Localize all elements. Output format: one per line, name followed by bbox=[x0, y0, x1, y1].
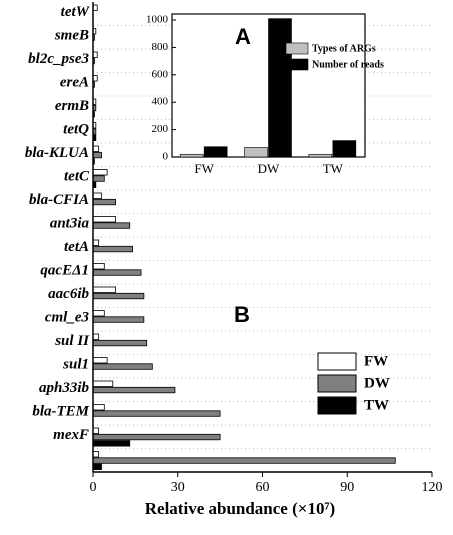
legend-swatch bbox=[317, 396, 357, 415]
bar bbox=[92, 440, 131, 447]
legend-label: Types of ARGs bbox=[312, 43, 376, 54]
bar bbox=[92, 457, 396, 464]
bar bbox=[92, 380, 114, 387]
bar bbox=[92, 404, 105, 411]
legend-swatch bbox=[285, 42, 309, 55]
y-tick-label: 200 bbox=[152, 123, 169, 135]
y-tick-label: bl2c_pse3 bbox=[28, 51, 89, 67]
bar bbox=[92, 175, 105, 182]
y-tick-label: 1000 bbox=[146, 14, 169, 26]
bar bbox=[92, 427, 100, 434]
bar bbox=[92, 316, 145, 323]
y-tick-label: tetQ bbox=[63, 122, 89, 138]
y-tick-label: sul II bbox=[54, 333, 90, 349]
annotation: A bbox=[235, 24, 251, 49]
bar bbox=[92, 386, 176, 394]
bar bbox=[92, 451, 100, 458]
x-tick-label: 30 bbox=[171, 480, 185, 495]
y-tick-label: bla-CFIA bbox=[29, 192, 89, 208]
bar bbox=[92, 339, 148, 347]
y-tick-label: tetW bbox=[61, 4, 91, 20]
y-tick-label: cml_e3 bbox=[45, 310, 90, 326]
y-tick-label: 0 bbox=[163, 151, 169, 163]
x-tick-label: FW bbox=[194, 161, 214, 176]
legend-swatch bbox=[317, 374, 357, 393]
y-tick-label: ermB bbox=[55, 98, 89, 114]
bar bbox=[92, 310, 105, 317]
y-tick-label: tetA bbox=[64, 239, 89, 255]
bar bbox=[92, 363, 153, 370]
bar bbox=[92, 292, 145, 300]
bar bbox=[92, 463, 102, 471]
y-tick-label: aph33ib bbox=[39, 380, 90, 396]
bar bbox=[92, 169, 108, 176]
y-tick-label: ereA bbox=[60, 75, 89, 91]
y-tick-label: mexF bbox=[53, 427, 89, 443]
legend-swatch bbox=[317, 352, 357, 371]
annotation: B bbox=[234, 302, 250, 327]
bar bbox=[332, 140, 357, 158]
x-tick-label: DW bbox=[258, 161, 280, 176]
legend-label: Number of reads bbox=[312, 59, 384, 70]
legend-label: DW bbox=[364, 375, 390, 391]
bar bbox=[92, 269, 142, 276]
bar bbox=[308, 153, 333, 158]
bar bbox=[92, 145, 100, 152]
x-axis-label: Relative abundance (×10⁷) bbox=[145, 499, 335, 518]
bar bbox=[92, 263, 105, 270]
bar bbox=[92, 410, 221, 417]
y-tick-label: sul1 bbox=[62, 357, 89, 373]
bar bbox=[92, 151, 102, 159]
y-tick-label: 800 bbox=[152, 41, 169, 53]
bar bbox=[244, 147, 268, 158]
x-tick-label: TW bbox=[323, 161, 344, 176]
y-tick-label: ant3ia bbox=[50, 216, 90, 232]
x-tick-label: 90 bbox=[340, 480, 354, 495]
legend-label: TW bbox=[364, 397, 389, 413]
bar bbox=[92, 216, 117, 223]
bar bbox=[92, 357, 108, 364]
x-tick-label: 60 bbox=[256, 480, 270, 495]
legend-swatch bbox=[285, 58, 309, 71]
bar bbox=[179, 153, 204, 158]
bar bbox=[92, 433, 221, 441]
y-tick-label: 400 bbox=[152, 96, 169, 108]
bar bbox=[92, 222, 131, 229]
legend-label: FW bbox=[364, 353, 388, 369]
bar bbox=[92, 192, 102, 199]
bar bbox=[92, 198, 117, 206]
y-tick-label: qacEΔ1 bbox=[40, 263, 89, 279]
bar bbox=[92, 245, 133, 253]
bar bbox=[92, 333, 100, 340]
y-tick-label: smeB bbox=[54, 28, 89, 44]
bar bbox=[203, 146, 228, 158]
x-tick-label: 120 bbox=[422, 480, 443, 495]
y-tick-label: tetC bbox=[64, 169, 90, 185]
x-tick-label: 0 bbox=[90, 480, 97, 495]
y-tick-label: bla-KLUA bbox=[25, 145, 89, 161]
y-tick-label: bla-TEM bbox=[32, 404, 89, 420]
y-tick-label: 600 bbox=[152, 68, 169, 80]
bar bbox=[92, 286, 117, 293]
y-tick-label: aac6ib bbox=[48, 286, 89, 302]
bar bbox=[92, 239, 100, 246]
bar bbox=[268, 18, 292, 158]
